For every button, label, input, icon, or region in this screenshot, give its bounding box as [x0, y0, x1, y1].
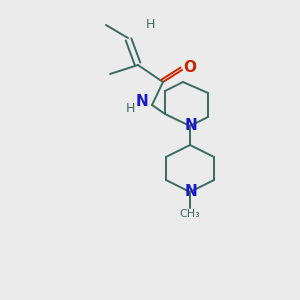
Text: CH₃: CH₃: [180, 209, 200, 219]
Text: N: N: [136, 94, 148, 110]
Text: H: H: [145, 19, 155, 32]
Text: N: N: [184, 118, 197, 134]
Text: N: N: [184, 184, 197, 200]
Text: O: O: [184, 61, 196, 76]
Text: H: H: [125, 103, 135, 116]
